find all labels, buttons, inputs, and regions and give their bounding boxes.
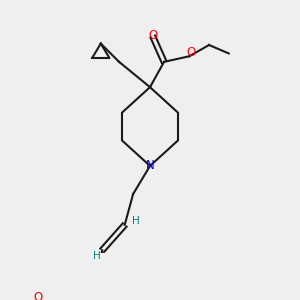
- Text: N: N: [146, 159, 154, 172]
- Text: O: O: [33, 291, 43, 300]
- Text: O: O: [186, 46, 195, 59]
- Text: H: H: [93, 251, 101, 261]
- Text: H: H: [132, 216, 140, 226]
- Text: O: O: [148, 28, 158, 42]
